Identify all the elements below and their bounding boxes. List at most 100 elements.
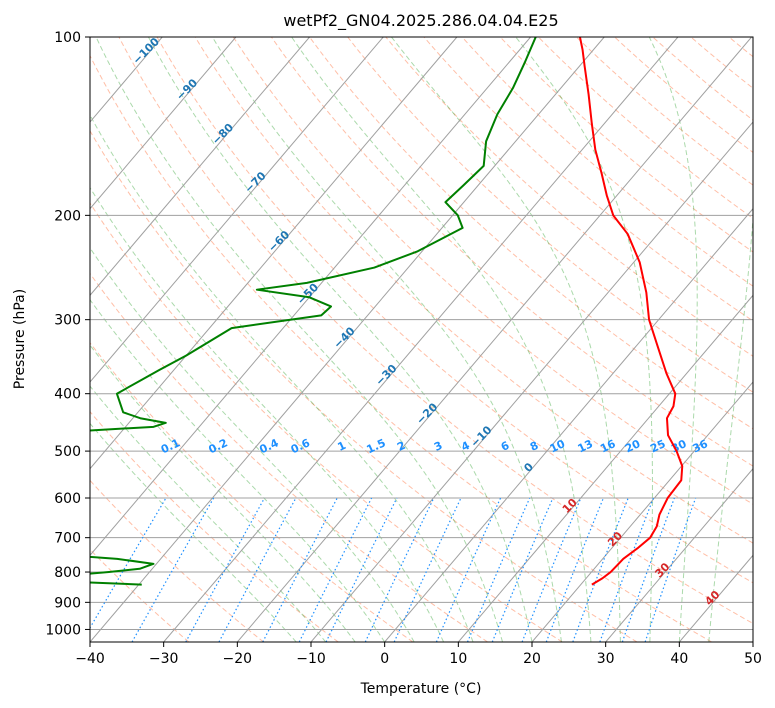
mixing-ratio-label: 25 — [648, 437, 667, 455]
mixing-ratio-line — [599, 497, 654, 642]
mixing-ratio-line — [491, 497, 554, 642]
mixing-ratio-label: 20 — [623, 437, 643, 455]
y-tick-label: 1000 — [45, 622, 81, 638]
mixing-ratio-label: 13 — [576, 437, 595, 455]
moist-adiabat-line — [708, 212, 753, 642]
moist-adiabat-line — [90, 298, 386, 642]
y-tick-label: 500 — [54, 444, 81, 460]
dry-adiabat-line — [461, 37, 753, 287]
mixing-ratio-line — [298, 497, 373, 642]
y-axis: 100 200 300 400 500 600 700 800 900 1000 — [45, 30, 90, 638]
moist-adiabat-line — [90, 186, 445, 642]
isotherm-line — [90, 37, 531, 557]
x-tick-label: −30 — [149, 651, 179, 667]
isobars — [90, 37, 753, 630]
mixing-ratio-line — [621, 497, 675, 642]
dry-adiabat-line — [90, 202, 563, 642]
dry-adiabat-line — [118, 37, 753, 625]
moist-adiabat-line — [90, 422, 297, 642]
mixing-ratio-line — [545, 497, 604, 642]
isotherm-line — [90, 37, 237, 210]
isotherm-line — [163, 37, 679, 642]
moist-adiabat-line — [391, 37, 621, 642]
grid-layer: −100−90−80−70−60−50−40−30−20−10010203040… — [90, 37, 753, 642]
mixing-ratio-lines — [90, 497, 697, 642]
moist-adiabat-line — [90, 114, 474, 642]
mixing-ratio-line — [435, 497, 502, 642]
moist-adiabat-line — [291, 37, 592, 642]
isotherm-line — [531, 381, 753, 642]
dry-adiabat-line — [614, 37, 753, 154]
x-tick-label: −10 — [296, 651, 326, 667]
y-tick-label: 700 — [54, 531, 81, 547]
moist-adiabat-line — [90, 247, 415, 642]
dry-adiabat-line — [309, 37, 753, 430]
x-axis-label: Temperature (°C) — [360, 681, 482, 697]
dewpoint-profile — [90, 37, 537, 586]
moist-adiabat-line — [90, 344, 356, 642]
x-tick-label: 10 — [449, 651, 467, 667]
isotherm-line — [90, 37, 605, 642]
x-tick-label: −40 — [75, 651, 105, 667]
isotherm-line — [90, 37, 384, 383]
dry-adiabat-line — [385, 37, 753, 357]
y-tick-label: 600 — [54, 491, 81, 507]
y-tick-label: 800 — [54, 565, 81, 581]
dry-adiabat-line — [194, 37, 753, 544]
isotherm-line — [310, 121, 753, 642]
y-tick-label: 200 — [54, 208, 81, 224]
mixing-ratio-labels: 0.1 0.2 0.4 0.6 1 1.5 2 3 4 6 8 10 13 16 20 25 30 36 — [159, 436, 710, 456]
mixing-ratio-label: 16 — [598, 437, 618, 455]
x-tick-label: 0 — [380, 651, 389, 667]
dry-adiabat-line — [90, 129, 638, 642]
mixing-ratio-line — [185, 497, 266, 642]
mixing-ratio-line — [644, 497, 697, 642]
moist-adiabat-line — [648, 37, 698, 642]
mixing-ratio-line — [521, 497, 582, 642]
isotherm-line — [457, 294, 753, 642]
mixing-ratio-line — [466, 497, 531, 642]
dry-adiabat-line — [90, 54, 712, 642]
mixing-ratio-line — [218, 497, 297, 642]
dry-adiabat-line — [156, 37, 753, 584]
mixing-ratio-line — [572, 497, 629, 642]
mixing-ratio-label: 30 — [669, 437, 689, 455]
moist-adiabat-line — [211, 37, 562, 642]
mixing-ratio-line — [325, 497, 398, 642]
y-tick-label: 400 — [54, 387, 81, 403]
moist-adiabat-line — [147, 37, 533, 642]
dry-adiabats — [90, 37, 753, 642]
moist-adiabat-line — [95, 37, 504, 642]
moist-adiabats — [90, 37, 753, 642]
x-tick-label: 20 — [523, 651, 541, 667]
x-tick-label: 50 — [744, 651, 762, 667]
isotherm-line — [236, 37, 752, 642]
y-tick-label: 300 — [54, 313, 81, 329]
temperature-profile — [578, 37, 684, 586]
plot-frame — [89, 36, 754, 643]
x-tick-label: 30 — [597, 651, 615, 667]
moist-adiabat-line — [515, 37, 653, 642]
chart-title: wetPf2_GN04.2025.286.04.04.E25 — [283, 11, 558, 31]
x-tick-label: −20 — [223, 651, 253, 667]
mixing-ratio-label: 36 — [690, 437, 710, 455]
mixing-ratio-line — [364, 497, 435, 642]
isotherm-line — [90, 37, 458, 470]
y-tick-label: 100 — [54, 30, 81, 46]
x-tick-label: 40 — [670, 651, 688, 667]
y-axis-label: Pressure (hPa) — [12, 289, 28, 389]
series-layer — [90, 37, 684, 586]
isotherm-line — [605, 467, 753, 642]
isotherm-line — [90, 37, 310, 297]
mixing-ratio-line — [393, 497, 462, 642]
mixing-ratio-label: 10 — [548, 437, 568, 455]
x-axis: −40 −30 −20 −10 0 10 20 30 40 50 — [75, 642, 762, 667]
mixing-ratio-line — [262, 497, 338, 642]
isotherms — [90, 37, 753, 642]
isotherm-line — [384, 207, 753, 642]
y-tick-label: 900 — [54, 595, 81, 611]
dry-adiabat-line — [90, 479, 264, 642]
dry-adiabat-line — [537, 37, 753, 219]
